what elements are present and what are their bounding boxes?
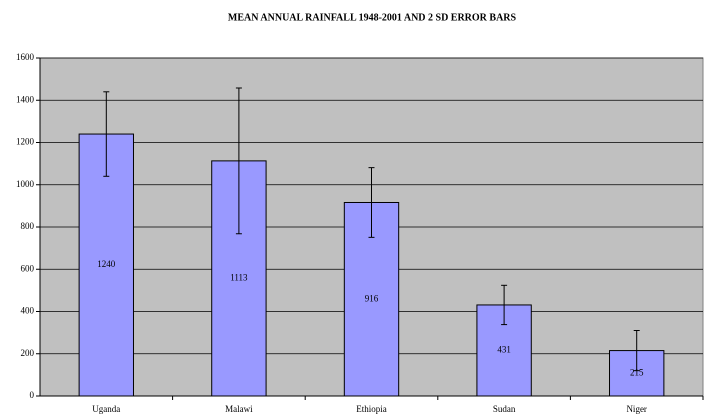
bar — [78, 133, 134, 397]
y-tick-label: 1400 — [16, 94, 35, 104]
y-tick-label: 1000 — [16, 179, 35, 189]
y-tick-label: 800 — [21, 221, 35, 231]
y-tick-label: 1600 — [16, 52, 35, 62]
value-label: 431 — [497, 345, 511, 355]
y-tick-label: 200 — [21, 348, 35, 358]
value-label: 1113 — [230, 273, 248, 283]
value-label: 1240 — [97, 259, 116, 269]
value-label: 916 — [365, 293, 379, 303]
y-tick-label: 600 — [21, 263, 35, 273]
x-tick-label: Niger — [626, 404, 647, 414]
x-tick-label: Sudan — [493, 404, 516, 414]
x-tick-label: Malawi — [225, 404, 253, 414]
y-tick-label: 1200 — [16, 137, 35, 147]
y-tick-label: 0 — [30, 390, 35, 400]
y-tick-label: 400 — [21, 306, 35, 316]
x-tick-label: Ethiopia — [356, 404, 387, 414]
chart-title: MEAN ANNUAL RAINFALL 1948-2001 AND 2 SD … — [228, 12, 517, 23]
value-label: 215 — [630, 367, 644, 377]
x-tick-label: Uganda — [92, 404, 120, 414]
